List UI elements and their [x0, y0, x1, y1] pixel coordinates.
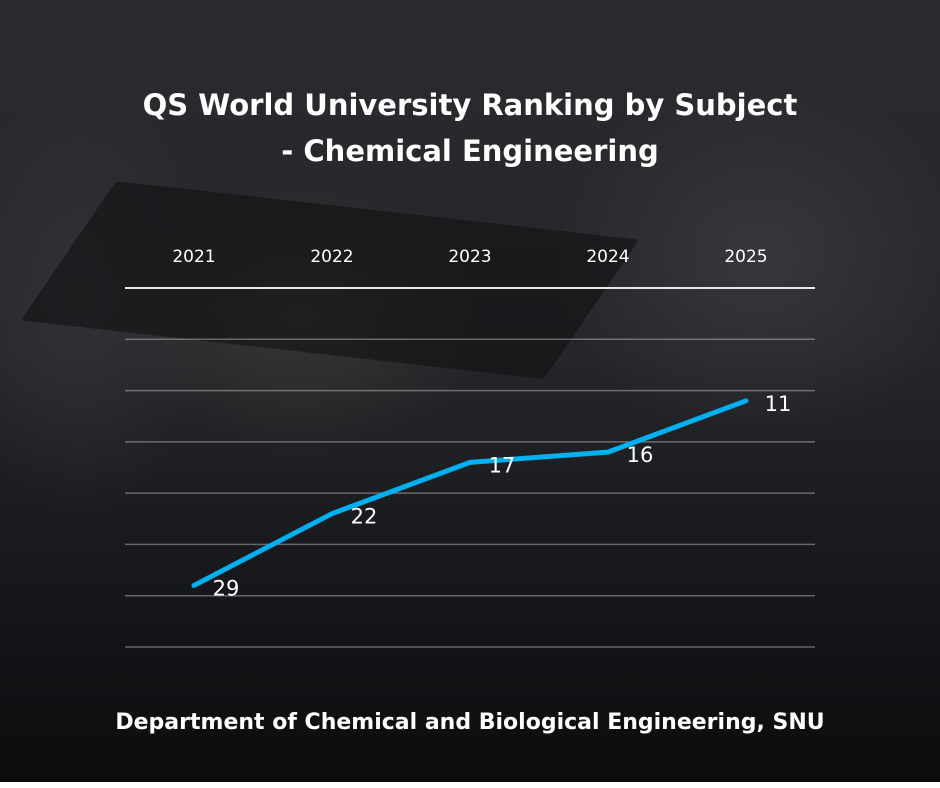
x-tick-label: 2021	[172, 247, 215, 267]
data-label: 29	[213, 576, 240, 600]
data-label: 16	[627, 443, 654, 467]
data-label: 22	[351, 505, 378, 529]
data-label: 11	[765, 392, 792, 416]
x-tick-label: 2023	[448, 247, 491, 267]
footer-caption: Department of Chemical and Biological En…	[115, 710, 825, 735]
x-tick-label: 2022	[310, 247, 353, 267]
x-tick-label: 2024	[586, 247, 629, 267]
data-label: 17	[489, 453, 516, 477]
title-line-2: - Chemical Engineering	[281, 134, 659, 168]
chart-title: QS World University Ranking by Subject -…	[0, 82, 940, 174]
x-tick-label: 2025	[724, 247, 767, 267]
title-line-1: QS World University Ranking by Subject	[142, 88, 798, 122]
